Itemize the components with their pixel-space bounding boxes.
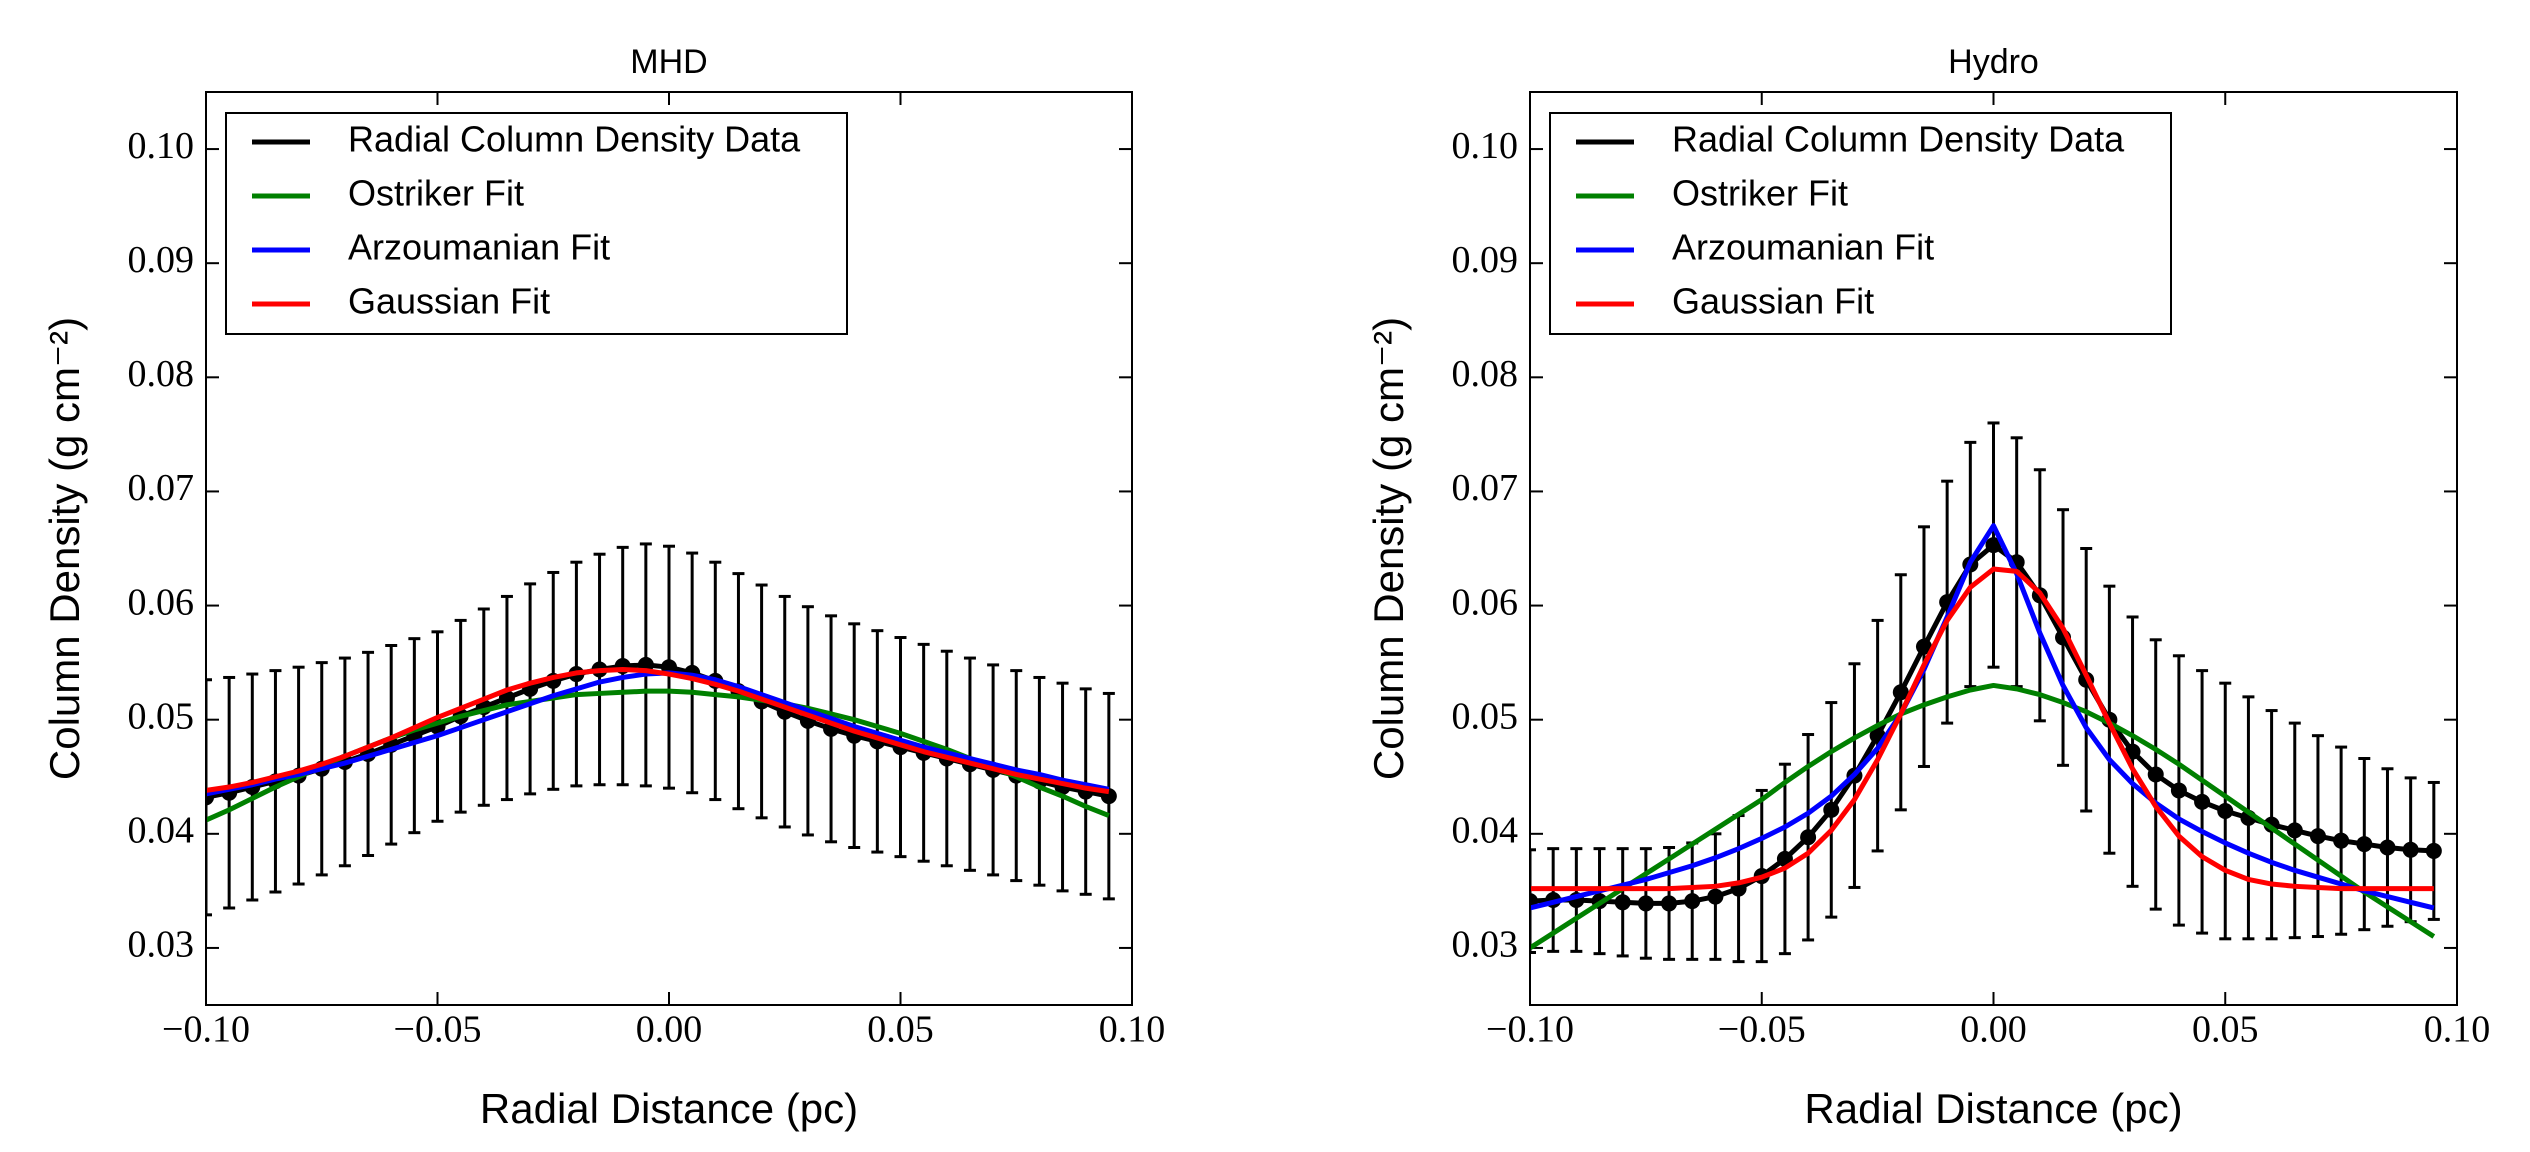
y-tick-label: 0.04 (1452, 810, 1519, 852)
data-point (1985, 537, 2002, 554)
legend-label: Radial Column Density Data (348, 119, 801, 160)
series-line (206, 666, 1110, 795)
data-point (1892, 684, 1909, 701)
legend-label: Ostriker Fit (1672, 173, 1848, 214)
data-point (2217, 802, 2234, 819)
data-point (2170, 782, 2187, 799)
y-tick-label: 0.05 (128, 695, 195, 737)
data-point (2286, 822, 2303, 839)
legend: Radial Column Density Data Ostriker Fit Ar… (1549, 112, 2172, 335)
x-axis-label: Radial Distance (pc) (1804, 1085, 2182, 1132)
data-point (2194, 793, 2211, 810)
series-line (1530, 566, 2434, 892)
legend-label: Arzoumanian Fit (348, 227, 610, 268)
y-tick-label: 0.06 (1452, 581, 1519, 623)
data-point (1800, 829, 1817, 846)
data-point (2425, 842, 2442, 859)
legend-box (225, 112, 848, 335)
y-tick-label: 0.04 (128, 810, 195, 852)
panel: MHD Radial Distance (pc) Column Density (g… (41, 43, 1165, 1132)
legend-label: Ostriker Fit (348, 173, 524, 214)
legend-box (1549, 112, 2172, 335)
y-tick-label: 0.07 (128, 467, 195, 509)
y-tick-label: 0.09 (1452, 239, 1519, 281)
series-line (206, 662, 1110, 800)
y-tick-label: 0.06 (128, 581, 195, 623)
data-point (2147, 766, 2164, 783)
series-line (1530, 523, 2435, 911)
y-axis-label: Column Density (g cm⁻²) (41, 317, 88, 780)
chart-title: MHD (630, 43, 707, 81)
data-point (1707, 888, 1724, 905)
data-point (1661, 895, 1678, 912)
data-point (2309, 828, 2326, 845)
data-point (1684, 893, 1701, 910)
x-tick-label: 0.00 (1960, 1009, 2027, 1051)
chart-title: Hydro (1948, 43, 2039, 81)
data-point (1823, 801, 1840, 818)
data-point (2402, 841, 2419, 858)
panel: Hydro Radial Distance (pc) Column Density … (1365, 43, 2490, 1132)
x-tick-label: 0.10 (1099, 1009, 1166, 1051)
plot-area (1530, 421, 2442, 964)
x-tick-label: 0.00 (636, 1009, 703, 1051)
x-tick-label: 0.10 (2424, 1009, 2491, 1051)
series-line (1530, 682, 2436, 951)
y-tick-label: 0.03 (128, 924, 195, 966)
data-point (1614, 894, 1631, 911)
y-tick-label: 0.10 (128, 125, 195, 167)
series-line (1530, 542, 2434, 906)
data-point (2379, 839, 2396, 856)
data-point (1637, 895, 1654, 912)
legend-label: Gaussian Fit (1672, 281, 1874, 322)
y-tick-label: 0.05 (1452, 695, 1519, 737)
legend-label: Radial Column Density Data (1672, 119, 2125, 160)
axes-frame (1529, 91, 2458, 1006)
legend: Radial Column Density Data Ostriker Fit Ar… (225, 112, 848, 335)
x-axis-label: Radial Distance (pc) (480, 1085, 858, 1132)
data-point (1915, 638, 1932, 655)
x-tick-label: −0.10 (1486, 1009, 1574, 1051)
x-tick-label: 0.05 (867, 1009, 934, 1051)
legend-label: Arzoumanian Fit (1672, 227, 1934, 268)
y-tick-label: 0.09 (128, 239, 195, 281)
y-tick-label: 0.07 (1452, 467, 1519, 509)
x-tick-label: 0.05 (2192, 1009, 2259, 1051)
data-point (2333, 832, 2350, 849)
y-tick-label: 0.03 (1452, 924, 1519, 966)
axes-frame (205, 91, 1133, 1006)
y-tick-label: 0.10 (1452, 125, 1519, 167)
data-point (2356, 836, 2373, 853)
plot-area (206, 542, 1117, 917)
x-tick-label: −0.05 (394, 1009, 482, 1051)
legend-label: Gaussian Fit (348, 281, 550, 322)
x-tick-label: −0.10 (162, 1009, 250, 1051)
x-tick-label: −0.05 (1718, 1009, 1806, 1051)
y-tick-label: 0.08 (1452, 353, 1519, 395)
y-axis-label: Column Density (g cm⁻²) (1365, 317, 1412, 780)
y-tick-label: 0.08 (128, 353, 195, 395)
